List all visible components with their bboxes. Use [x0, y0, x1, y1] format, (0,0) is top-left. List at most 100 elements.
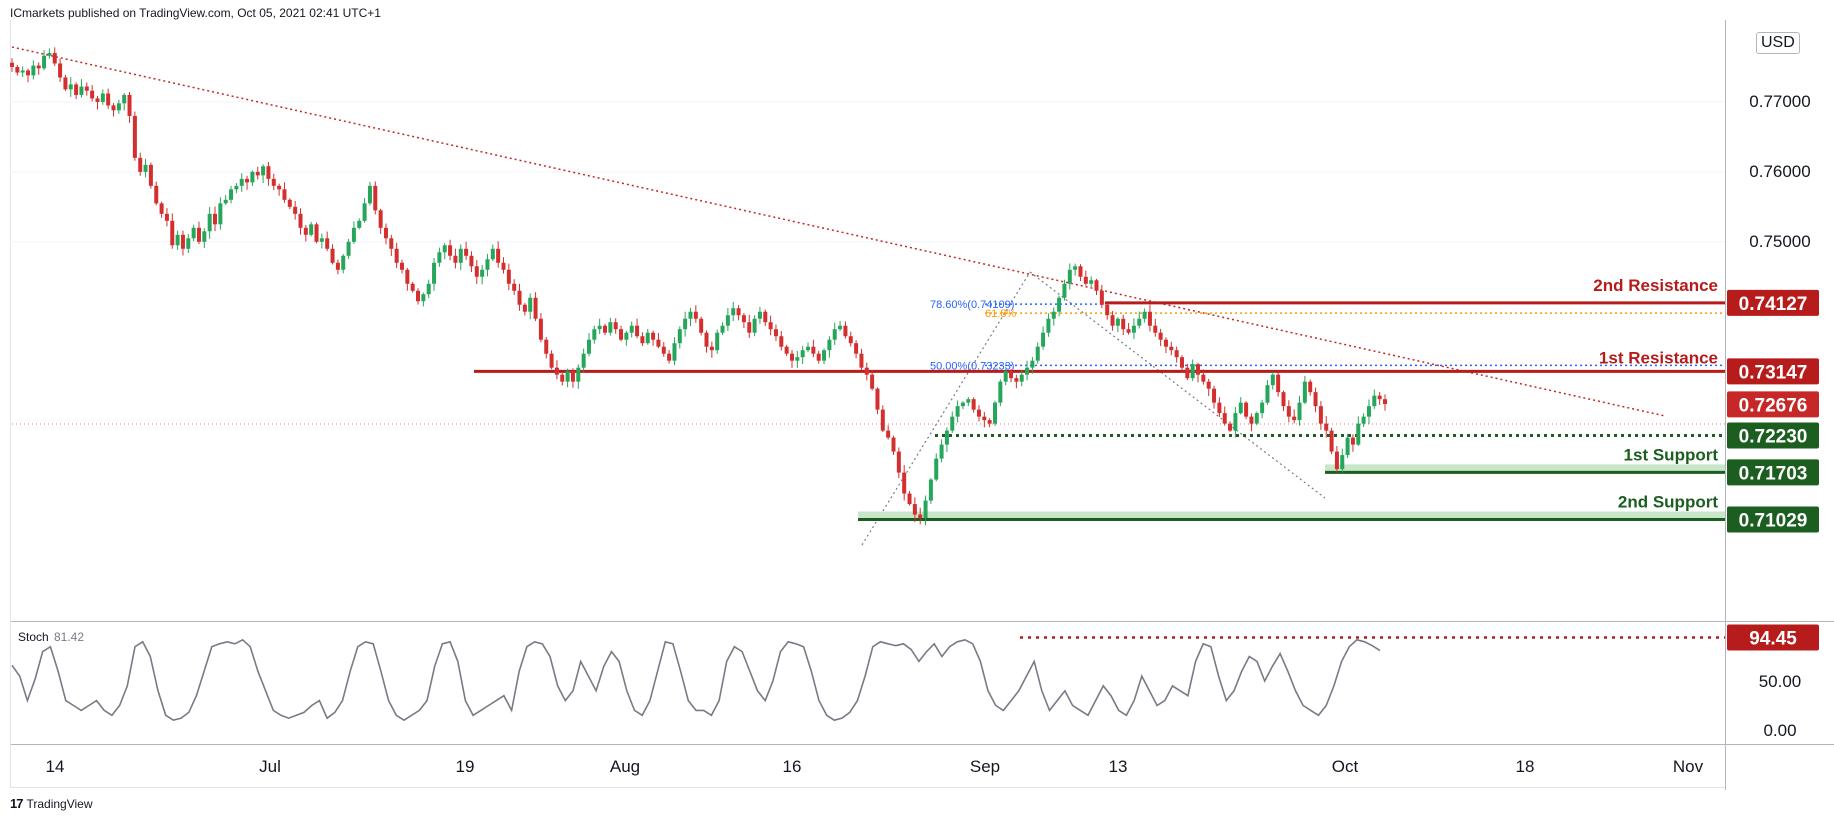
candle-body	[822, 350, 827, 361]
candle-body	[752, 318, 757, 333]
candle-body	[1366, 406, 1371, 417]
time-tick-label: 14	[46, 757, 65, 776]
candle-body	[651, 332, 656, 340]
candle-body	[1073, 266, 1078, 270]
candle-body	[399, 262, 404, 270]
candle-body	[608, 322, 613, 333]
candle-body	[319, 238, 324, 242]
candle-body	[74, 84, 79, 95]
candle-body	[458, 248, 463, 263]
candle-body	[982, 416, 987, 421]
candle-body	[100, 93, 105, 102]
candle-body	[1324, 423, 1329, 431]
time-tick-label: 16	[783, 757, 802, 776]
candle-body	[421, 294, 426, 302]
candle-body	[1115, 318, 1120, 326]
candle-body	[496, 248, 501, 263]
candle-body	[918, 514, 923, 519]
candle-body	[661, 346, 666, 354]
candle-body	[1318, 406, 1323, 424]
candle-body	[1345, 437, 1350, 456]
candle-body	[757, 311, 762, 319]
candle-body	[480, 269, 485, 277]
candle-body	[196, 227, 201, 242]
candle-body	[223, 199, 228, 204]
candle-body	[923, 500, 928, 519]
candle-body	[213, 213, 218, 225]
candle-body	[1078, 266, 1083, 277]
candle-body	[672, 343, 677, 361]
candle-body	[1025, 367, 1030, 375]
candle-body	[699, 318, 704, 333]
candle-body	[1377, 395, 1382, 400]
candle-body	[357, 220, 362, 228]
candle-body	[426, 283, 431, 295]
candle-body	[314, 224, 319, 242]
candle-body	[63, 77, 68, 90]
candle-body	[282, 189, 287, 200]
footer-branding[interactable]: 17 TradingView	[10, 796, 93, 811]
candle-body	[635, 325, 640, 337]
candle-body	[58, 63, 63, 78]
candle-body	[544, 339, 549, 354]
candle-body	[95, 98, 100, 102]
candle-body	[303, 227, 308, 235]
candle-body	[533, 297, 538, 319]
candle-body	[806, 346, 811, 351]
candle-body	[1190, 364, 1195, 379]
candle-body	[1356, 423, 1361, 445]
stochastic-pane: Stoch 81.42	[11, 630, 1725, 722]
price-badge	[1727, 358, 1819, 385]
candle-body	[1196, 364, 1201, 375]
currency-label[interactable]: USD	[1756, 32, 1800, 54]
candle-body	[800, 350, 805, 358]
candle-body	[1030, 360, 1035, 368]
price-badge	[1727, 459, 1819, 486]
price-badge	[1727, 289, 1819, 316]
candle-body	[229, 189, 234, 200]
candle-body	[891, 437, 896, 452]
candle-body	[442, 245, 447, 253]
candle-body	[10, 62, 14, 67]
candle-body	[789, 353, 794, 361]
candle-body	[677, 329, 682, 344]
candle-body	[68, 84, 73, 90]
candle-body	[1244, 402, 1249, 417]
candle-body	[383, 227, 388, 239]
candle-body	[111, 105, 116, 111]
candle-body	[1019, 374, 1024, 382]
candle-body	[132, 115, 137, 158]
candle-body	[1297, 402, 1302, 421]
candle-body	[1158, 332, 1163, 340]
candle-body	[725, 315, 730, 326]
candle-body	[784, 346, 789, 354]
candle-body	[1169, 346, 1174, 351]
price-gridlines	[10, 101, 1725, 243]
candle-body	[912, 504, 917, 515]
candle-body	[464, 248, 469, 256]
candle-body	[603, 325, 608, 333]
candle-body	[1222, 413, 1227, 424]
candle-body	[1041, 332, 1046, 347]
candle-body	[854, 343, 859, 354]
candle-body	[1302, 381, 1307, 403]
candle-body	[960, 402, 965, 407]
candle-body	[1089, 280, 1094, 284]
candle-body	[207, 213, 212, 232]
candle-body	[1035, 346, 1040, 361]
fib-swing-line	[861, 271, 1031, 546]
time-tick-label: Aug	[610, 757, 640, 776]
candle-body	[437, 252, 442, 263]
candle-body	[747, 322, 752, 333]
tradingview-logo-icon: 17	[10, 796, 24, 811]
candle-body	[373, 185, 378, 211]
candle-body	[966, 399, 971, 403]
candle-body	[987, 420, 992, 424]
stoch-badge-value: 94.45	[1749, 628, 1797, 649]
candle-body	[191, 227, 196, 239]
price-badge-value: 0.72676	[1739, 395, 1808, 416]
candle-body	[736, 308, 741, 316]
candle-body	[619, 329, 624, 340]
candle-body	[1372, 395, 1377, 407]
